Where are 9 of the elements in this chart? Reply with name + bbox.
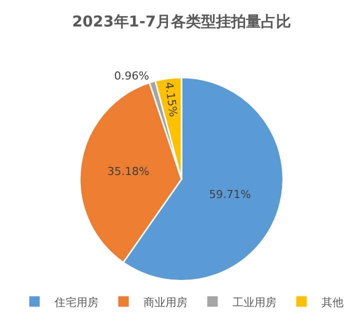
legend-label: 工业用房 xyxy=(232,296,276,309)
chart-title: 2023年1-7月各类型挂拍量占比 xyxy=(72,12,291,31)
legend-label: 商业用房 xyxy=(144,296,188,309)
legend-label: 住宅用房 xyxy=(54,296,98,309)
legend-label: 其他 xyxy=(322,296,344,309)
data-label: 59.71% xyxy=(208,188,251,201)
data-label: 0.96% xyxy=(114,69,150,82)
data-label: 4.15% xyxy=(162,81,180,118)
data-label: 35.18% xyxy=(107,164,150,178)
